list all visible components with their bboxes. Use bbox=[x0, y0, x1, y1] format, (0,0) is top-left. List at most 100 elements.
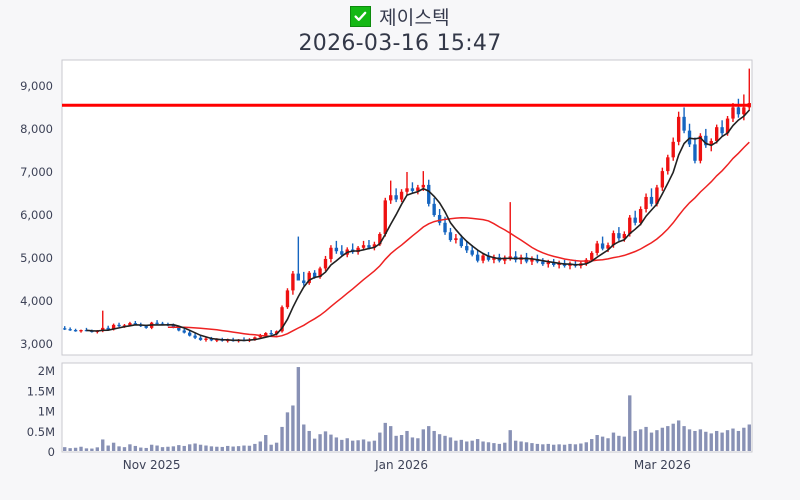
volume-bar bbox=[361, 439, 366, 451]
volume-bar bbox=[389, 426, 393, 451]
timestamp-label: 2026-03-16 15:47 bbox=[298, 31, 502, 56]
volume-bar bbox=[432, 430, 436, 451]
candle-body bbox=[671, 141, 675, 158]
candle-body bbox=[329, 247, 333, 259]
volume-bar bbox=[198, 444, 203, 451]
candle-body bbox=[133, 323, 138, 325]
volume-bar bbox=[611, 432, 616, 451]
candle-body bbox=[606, 245, 610, 249]
x-axis-tick: Jan 2026 bbox=[374, 458, 428, 472]
price-axis-tick: 4,000 bbox=[20, 294, 53, 308]
volume-bar bbox=[139, 447, 143, 451]
candle-body bbox=[372, 244, 377, 248]
candle-body bbox=[443, 222, 447, 233]
candle-body bbox=[698, 135, 703, 161]
ma-short-line bbox=[86, 109, 750, 342]
candle-body bbox=[557, 263, 561, 265]
volume-bar bbox=[475, 439, 480, 451]
volume-bar bbox=[465, 441, 469, 451]
volume-bar bbox=[573, 444, 578, 451]
candle-body bbox=[682, 116, 686, 131]
candle-body bbox=[340, 251, 344, 255]
price-plot-area bbox=[61, 59, 753, 356]
volume-series bbox=[63, 367, 751, 451]
volume-bar bbox=[258, 441, 262, 451]
candle-body bbox=[383, 200, 387, 234]
candle-body bbox=[117, 324, 121, 327]
page-title: 제이스텍 bbox=[379, 6, 450, 29]
volume-bar bbox=[117, 446, 121, 451]
volume-bar bbox=[209, 446, 214, 451]
candle-body bbox=[378, 233, 382, 245]
candle-body bbox=[405, 188, 409, 192]
candle-body bbox=[356, 247, 360, 253]
candle-body bbox=[421, 184, 425, 188]
price-axis-tick: 8,000 bbox=[20, 122, 53, 136]
candle-body bbox=[193, 335, 197, 338]
price-axis-tick: 3,000 bbox=[20, 337, 53, 351]
candle-body bbox=[274, 331, 279, 334]
volume-bar bbox=[530, 443, 534, 451]
volume-bar bbox=[519, 441, 523, 451]
candle-body bbox=[715, 127, 719, 141]
candle-body bbox=[693, 144, 697, 161]
candle-body bbox=[399, 191, 404, 200]
volume-bar bbox=[133, 445, 138, 451]
candle-body bbox=[600, 243, 605, 249]
candle-body bbox=[312, 272, 317, 278]
volume-bar bbox=[671, 423, 675, 451]
candle-body bbox=[492, 257, 496, 260]
candle-body bbox=[361, 245, 366, 248]
candle-body bbox=[155, 322, 159, 324]
candle-body bbox=[611, 233, 616, 246]
candle-body bbox=[367, 245, 371, 248]
volume-axis-tick: 1.5M bbox=[27, 384, 55, 398]
volume-bar bbox=[356, 440, 360, 451]
candle-body bbox=[394, 195, 398, 200]
volume-bar bbox=[459, 439, 464, 451]
volume-bar bbox=[600, 436, 605, 451]
candle-body bbox=[187, 332, 192, 336]
volume-bar bbox=[557, 444, 561, 451]
candle-body bbox=[655, 187, 659, 204]
volume-bar bbox=[725, 430, 730, 451]
volume-bar bbox=[340, 439, 344, 451]
candle-body bbox=[432, 203, 436, 216]
volume-bar bbox=[606, 438, 610, 451]
volume-bar bbox=[285, 412, 290, 451]
candle-body bbox=[486, 255, 491, 260]
volume-bar bbox=[508, 430, 512, 451]
volume-bar bbox=[312, 438, 317, 451]
candle-body bbox=[481, 255, 485, 261]
volume-bar bbox=[628, 395, 632, 451]
candle-body bbox=[676, 116, 681, 142]
volume-bar bbox=[318, 434, 322, 451]
candle-body bbox=[595, 243, 599, 253]
candle-body bbox=[285, 290, 290, 308]
volume-bar bbox=[633, 430, 637, 451]
candle-body bbox=[280, 307, 284, 332]
volume-bar bbox=[638, 429, 643, 451]
volume-bar bbox=[513, 440, 518, 451]
candle-body bbox=[633, 217, 637, 223]
volume-bar bbox=[405, 430, 409, 451]
volume-bar bbox=[715, 430, 719, 451]
volume-bar bbox=[122, 447, 127, 451]
volume-bar bbox=[497, 443, 502, 451]
volume-bar bbox=[367, 441, 371, 451]
candle-body bbox=[628, 217, 632, 234]
candle-body bbox=[541, 261, 545, 265]
candle-body bbox=[709, 140, 713, 146]
volume-bar bbox=[372, 440, 377, 451]
volume-bar bbox=[193, 443, 197, 451]
volume-bar bbox=[443, 435, 447, 451]
candle-body bbox=[617, 233, 621, 239]
candle-body bbox=[454, 238, 458, 241]
candle-body bbox=[427, 184, 431, 204]
green-check-icon bbox=[350, 5, 372, 27]
candle-body bbox=[111, 324, 116, 330]
candle-body bbox=[666, 157, 670, 172]
volume-bar bbox=[231, 446, 235, 451]
x-axis-tick: Mar 2026 bbox=[634, 458, 691, 472]
volume-bar bbox=[182, 445, 186, 451]
